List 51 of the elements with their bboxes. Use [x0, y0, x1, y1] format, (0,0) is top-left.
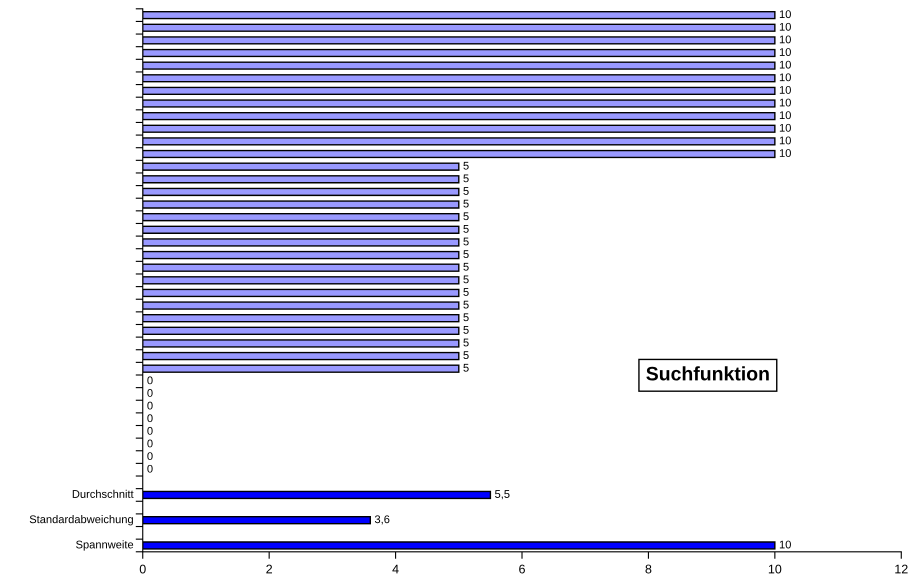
- data-label: 10: [780, 111, 791, 120]
- data-label: 5: [463, 174, 469, 182]
- x-tick-label: 4: [392, 564, 399, 574]
- data-label: 10: [780, 98, 791, 106]
- data-label: 10: [780, 136, 791, 144]
- data-label: 5: [463, 338, 469, 346]
- y-tick-label: Spannweite: [76, 540, 134, 551]
- data-label: 10: [780, 60, 791, 69]
- data-label: 5: [463, 326, 469, 334]
- x-tick-label: 10: [768, 564, 782, 574]
- data-label: 10: [780, 149, 791, 157]
- data-label: 10: [780, 35, 791, 44]
- data-label: 5: [463, 162, 469, 170]
- x-tick-label: 0: [140, 564, 146, 574]
- data-label: 5: [463, 212, 469, 220]
- data-label: 10: [780, 73, 791, 82]
- data-label: 5: [463, 276, 469, 284]
- data-label: 5: [463, 225, 469, 233]
- data-label: 5: [463, 351, 469, 360]
- data-label: 10: [780, 86, 791, 94]
- data-label: 0: [147, 414, 153, 422]
- data-label: 10: [780, 540, 791, 548]
- data-label: 10: [780, 22, 791, 31]
- x-tick-label: 8: [645, 564, 652, 574]
- data-label: 5: [463, 300, 469, 309]
- x-tick-label: 2: [266, 564, 272, 574]
- data-label: 5: [463, 200, 469, 208]
- data-label: 5,5: [495, 490, 510, 500]
- data-label: 0: [147, 376, 153, 384]
- annotation: Suchfunktion: [646, 366, 769, 381]
- x-tick-label: 12: [895, 564, 908, 574]
- data-label: 0: [147, 402, 153, 410]
- y-tick-label: Durchschnitt: [72, 490, 134, 498]
- data-label: 5: [463, 313, 469, 322]
- data-label: 5: [463, 187, 469, 195]
- data-label: 5: [463, 364, 469, 372]
- data-label: 5: [463, 238, 469, 246]
- data-label: 0: [147, 452, 153, 460]
- x-tick-label: 6: [519, 564, 525, 574]
- y-tick-label: Standardabweichung: [30, 515, 133, 526]
- data-label: 5: [463, 262, 469, 271]
- data-label: 10: [780, 124, 791, 132]
- data-label: 10: [780, 10, 791, 18]
- data-label: 5: [463, 288, 469, 296]
- data-label: 5: [463, 250, 469, 258]
- data-label: 0: [147, 426, 153, 435]
- data-label: 10: [780, 48, 791, 56]
- data-label: 0: [147, 440, 153, 448]
- data-label: 3,6: [374, 515, 390, 525]
- data-label: 0: [147, 389, 153, 397]
- data-label: 0: [147, 464, 153, 473]
